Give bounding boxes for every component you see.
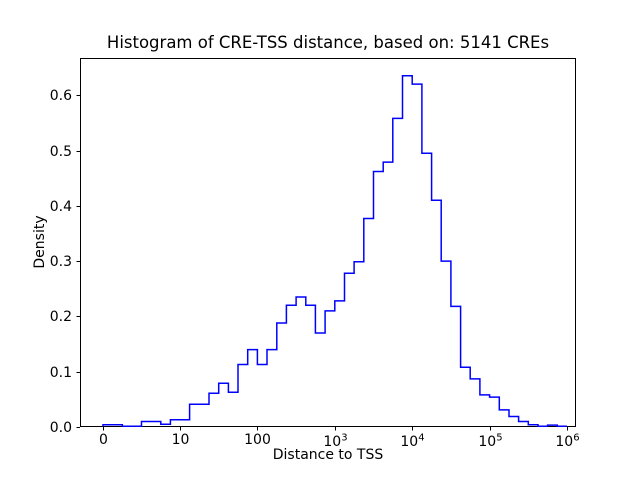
x-tick-label: 105 xyxy=(478,432,503,450)
y-tick-label: 0.6 xyxy=(49,87,72,104)
y-tick-label: 0.0 xyxy=(49,419,72,436)
y-tick-label: 0.1 xyxy=(49,364,72,381)
y-tick-label: 0.2 xyxy=(49,308,72,325)
x-tick-exponent: 6 xyxy=(573,432,580,444)
x-tick-label: 104 xyxy=(400,432,425,450)
x-tick-exponent: 5 xyxy=(496,432,503,444)
x-tick-label: 103 xyxy=(323,432,348,450)
x-tick-exponent: 3 xyxy=(341,432,348,444)
x-tick-label: 10 xyxy=(171,432,190,448)
x-tick-label: 0 xyxy=(99,432,108,448)
y-tick-label: 0.3 xyxy=(49,253,72,270)
x-tick-exponent: 4 xyxy=(418,432,425,444)
x-axis-label: Distance to TSS xyxy=(272,447,384,463)
x-tick-label: 106 xyxy=(555,432,580,450)
histogram-line xyxy=(102,75,567,428)
chart-title: Histogram of CRE-TSS distance, based on:… xyxy=(106,33,550,52)
y-tick-label: 0.4 xyxy=(49,198,72,215)
x-tick-label: 100 xyxy=(244,432,271,448)
axes-frame xyxy=(80,58,576,427)
y-tick-label: 0.5 xyxy=(49,143,72,160)
